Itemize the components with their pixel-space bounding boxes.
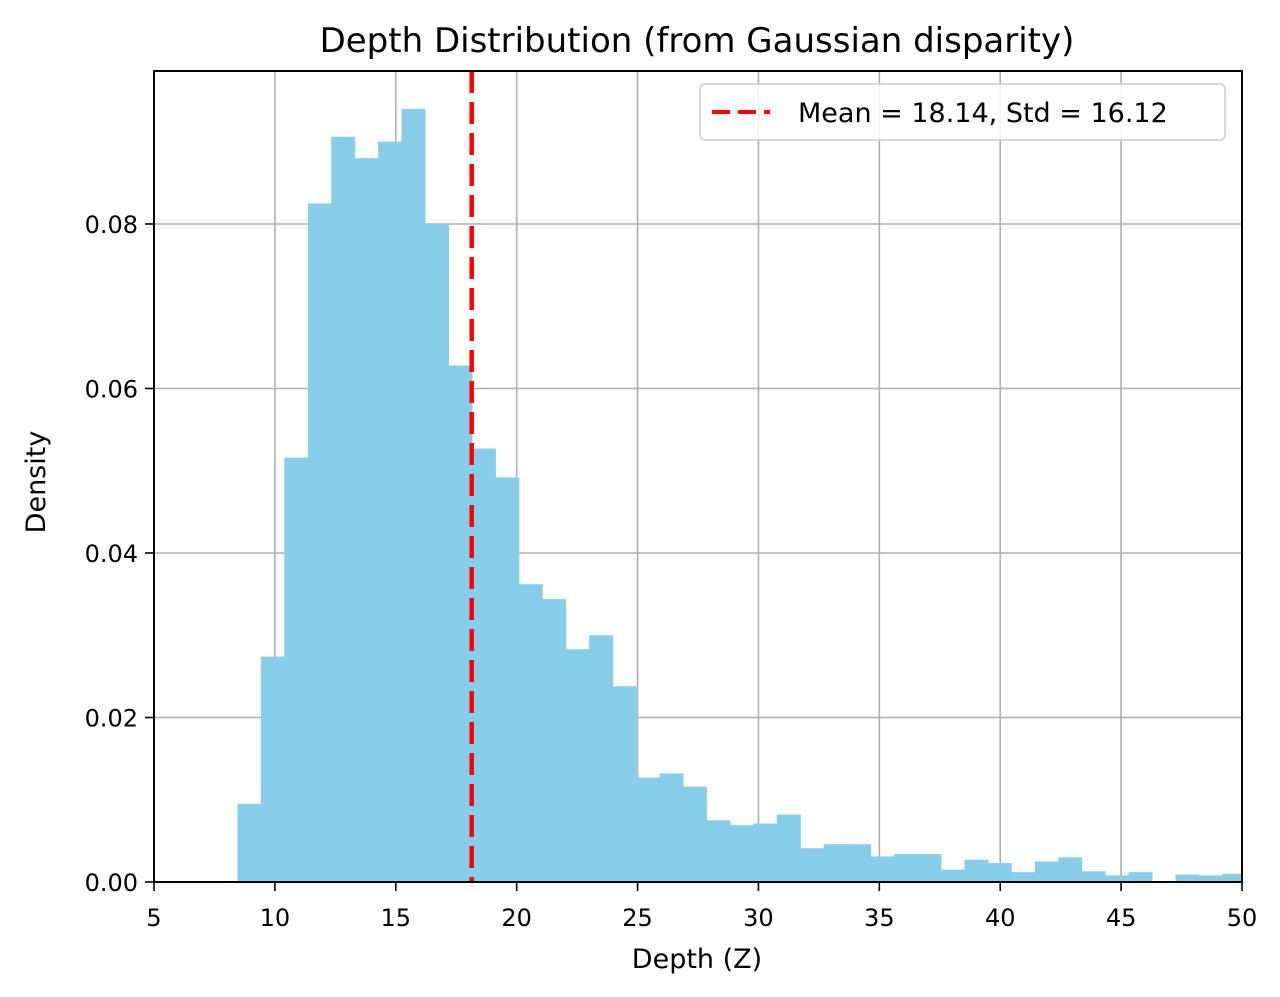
histogram-bar — [870, 856, 895, 882]
x-tick-label: 25 — [622, 904, 653, 932]
histogram-bar — [354, 158, 379, 882]
histogram-bar — [425, 223, 449, 883]
x-tick-label: 10 — [260, 904, 291, 932]
histogram-bar — [1011, 872, 1036, 882]
histogram-bar — [847, 844, 872, 882]
histogram-bar — [307, 203, 332, 883]
histogram-bar — [1128, 872, 1153, 882]
y-axis-label: Density — [21, 431, 52, 534]
histogram-bar — [284, 457, 309, 882]
histogram-bar — [1105, 875, 1130, 882]
histogram-bar — [1034, 861, 1059, 882]
y-tick-label: 0.04 — [85, 540, 138, 568]
histogram-bar — [612, 686, 637, 882]
histogram-bar — [1175, 874, 1200, 882]
histogram-bar — [917, 854, 942, 882]
histogram-bar — [495, 477, 520, 882]
chart-title: Depth Distribution (from Gaussian dispar… — [320, 21, 1075, 61]
histogram-bar — [776, 814, 801, 882]
x-tick-label: 5 — [146, 904, 161, 932]
histogram-bar — [1058, 857, 1083, 882]
histogram-bar — [565, 649, 590, 882]
histogram-bar — [471, 448, 496, 882]
x-tick-label: 35 — [864, 904, 895, 932]
histogram-bar — [706, 820, 731, 882]
histogram-bar — [401, 108, 426, 883]
histogram-bar — [542, 599, 567, 882]
histogram-bar — [1081, 871, 1106, 882]
y-tick-label: 0.08 — [85, 211, 138, 239]
x-tick-label: 50 — [1227, 904, 1258, 932]
axis-ticks: 5 10 15 20 25 30 35 40 45 50 0.00 0.02 0.04 0.06 0.08 — [85, 211, 1258, 932]
x-tick-label: 30 — [743, 904, 774, 932]
y-tick-label: 0.02 — [85, 704, 138, 732]
histogram-bar — [518, 584, 543, 882]
histogram-bar — [331, 136, 356, 883]
histogram-bar — [260, 656, 285, 882]
histogram-bar — [964, 859, 989, 882]
legend-box — [699, 83, 1226, 141]
histogram-bar — [753, 823, 778, 882]
histogram-bar — [987, 863, 1012, 882]
histogram-bar — [940, 869, 965, 882]
histogram-bar — [448, 365, 473, 882]
histogram-bar — [1222, 873, 1243, 882]
histogram-bars — [237, 108, 1243, 883]
legend-mean-label: Mean = 18.14, Std = 16.12 — [798, 98, 1168, 129]
histogram-bar — [659, 773, 684, 882]
histogram-bar — [894, 854, 919, 882]
histogram-bar — [378, 141, 403, 882]
x-axis-label: Depth (Z) — [632, 944, 762, 975]
histogram-bar — [237, 803, 262, 882]
histogram-bar — [589, 635, 614, 882]
plot-frame — [153, 70, 1243, 883]
x-tick-label: 40 — [985, 904, 1016, 932]
histogram-bar — [800, 848, 825, 882]
x-tick-label: 45 — [1106, 904, 1137, 932]
histogram-bar — [636, 777, 661, 882]
y-tick-label: 0.00 — [85, 869, 138, 897]
x-tick-label: 20 — [501, 904, 532, 932]
y-tick-label: 0.06 — [85, 375, 138, 403]
legend: Mean = 18.14, Std = 16.12 — [699, 83, 1226, 141]
histogram-bar — [1198, 875, 1223, 882]
histogram-bar — [729, 825, 754, 882]
histogram-bar — [683, 786, 707, 882]
histogram-bar — [823, 844, 848, 882]
x-tick-label: 15 — [381, 904, 412, 932]
